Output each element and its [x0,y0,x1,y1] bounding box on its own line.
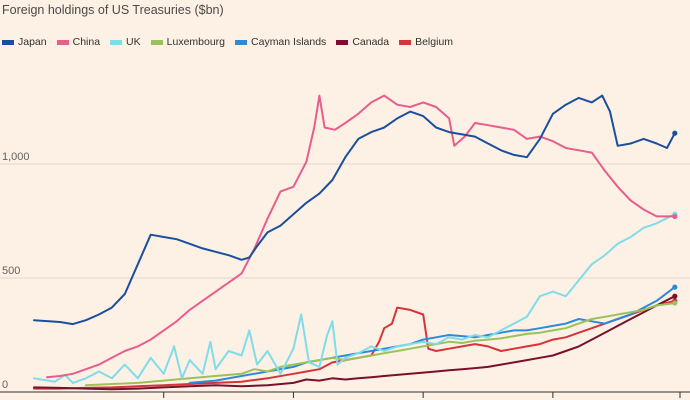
legend-swatch [235,39,248,45]
y-tick-label: 0 [2,379,8,391]
legend-item-0: Japan [2,36,47,48]
series-line-canada [33,295,676,391]
chart-title: Foreign holdings of US Treasuries ($bn) [2,3,224,17]
series-endpoint [672,213,678,220]
series-line-belgium [33,299,676,390]
legend-swatch [2,39,14,45]
legend-label: China [72,36,101,48]
series-endpoint [672,300,678,306]
legend-swatch [150,39,163,45]
series-endpoint [672,293,678,299]
series-line-china [46,94,676,379]
legend-swatch [399,39,412,45]
legend-label: Canada [352,36,390,48]
series-line-japan [33,94,676,326]
legend-swatch [110,39,123,45]
series-endpoint [672,284,678,290]
legend-swatch [56,39,69,45]
y-tick-label: 500 [2,265,20,277]
legend-label: Japan [18,36,47,48]
chart-legend: Japan China UK Luxembourg Cayman Islands Cana… [2,36,453,48]
legend-item-1: China [56,36,101,48]
legend-item-3: Luxembourg [150,36,226,48]
legend-item-5: Canada [336,36,389,48]
legend-swatch [336,39,349,45]
legend-item-4: Cayman Islands [235,36,326,48]
series-line-luxembourg [84,302,676,387]
legend-label: Luxembourg [166,36,226,48]
series-line-uk [33,213,676,384]
legend-label: UK [126,36,141,48]
legend-label: Belgium [415,36,454,48]
series-endpoint [672,130,678,136]
legend-item-6: Belgium [399,36,453,48]
legend-item-2: UK [110,36,141,48]
y-tick-label: 1,000 [2,151,30,163]
legend-label: Cayman Islands [251,36,327,48]
